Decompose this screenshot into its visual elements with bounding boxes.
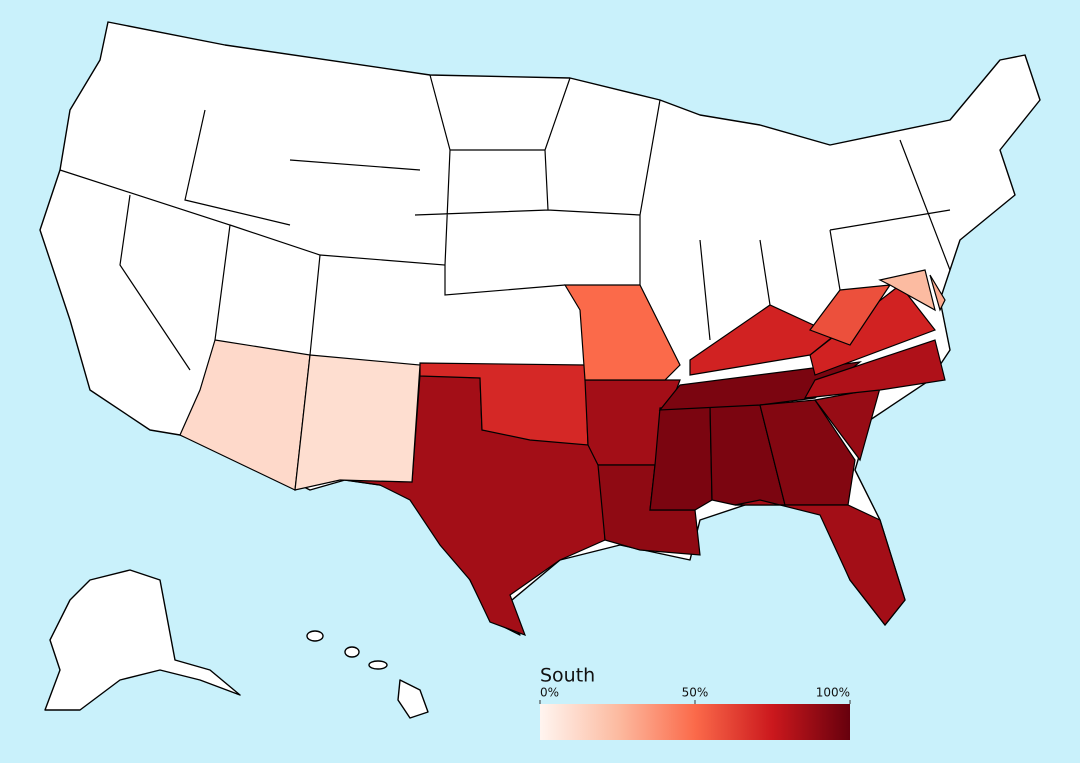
region bbox=[689, 304, 837, 376]
color-scale bbox=[540, 704, 850, 740]
region bbox=[294, 354, 421, 491]
region bbox=[649, 404, 713, 511]
region bbox=[759, 399, 856, 506]
region bbox=[878, 269, 936, 312]
scale-tick-label: 0% bbox=[540, 686, 559, 700]
hawaii bbox=[306, 630, 429, 719]
region bbox=[179, 339, 311, 491]
state-borders bbox=[59, 74, 951, 371]
scale-tick-label: 100% bbox=[816, 686, 850, 700]
region bbox=[803, 339, 946, 399]
region bbox=[563, 284, 681, 381]
legend-title: South bbox=[540, 665, 595, 687]
region bbox=[734, 499, 906, 626]
alaska bbox=[44, 569, 241, 711]
scale-tick-label: 50% bbox=[682, 686, 709, 700]
region bbox=[929, 274, 946, 312]
